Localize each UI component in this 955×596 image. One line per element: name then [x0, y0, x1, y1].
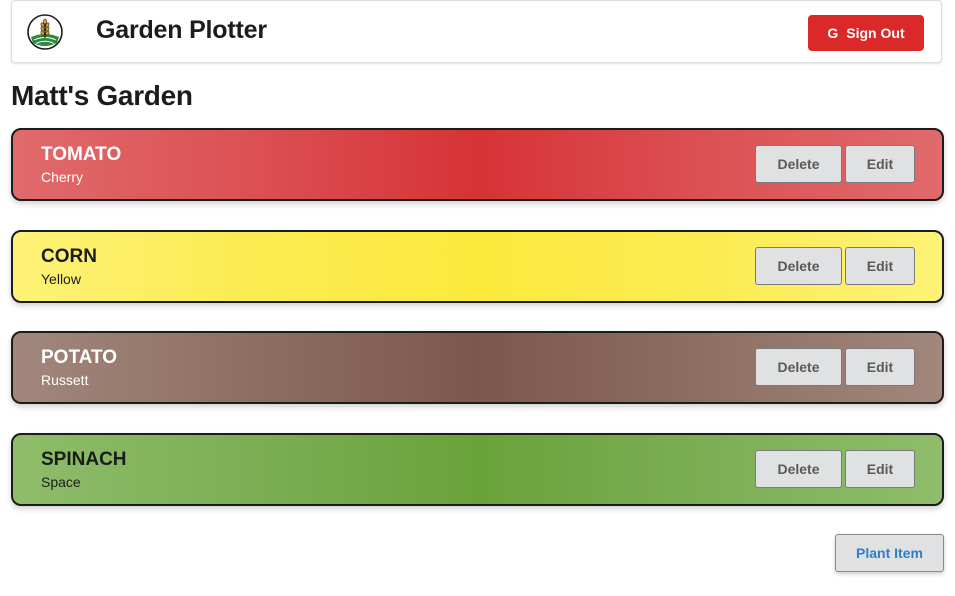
plant-variety: Space — [41, 474, 81, 490]
edit-button[interactable]: Edit — [845, 145, 915, 183]
delete-button[interactable]: Delete — [755, 348, 842, 386]
plant-card-corn: CORN Yellow Delete Edit — [11, 230, 944, 303]
delete-button[interactable]: Delete — [755, 450, 842, 488]
edit-button[interactable]: Edit — [845, 348, 915, 386]
plant-card-spinach: SPINACH Space Delete Edit — [11, 433, 944, 506]
plant-name: POTATO — [41, 347, 117, 368]
google-icon: G — [827, 25, 839, 41]
plant-item-button[interactable]: Plant Item — [835, 534, 944, 572]
delete-button[interactable]: Delete — [755, 247, 842, 285]
plant-card-tomato: TOMATO Cherry Delete Edit — [11, 128, 944, 201]
plant-card-potato: POTATO Russett Delete Edit — [11, 331, 944, 404]
edit-button[interactable]: Edit — [845, 450, 915, 488]
plant-variety: Cherry — [41, 169, 84, 185]
plant-variety: Yellow — [41, 271, 81, 287]
delete-button[interactable]: Delete — [755, 145, 842, 183]
plant-name: SPINACH — [41, 449, 127, 470]
top-menu-bar: Garden Plotter G Sign Out — [11, 0, 942, 63]
plant-variety: Russett — [41, 372, 89, 388]
plant-name: TOMATO — [41, 144, 122, 165]
wheat-field-logo-icon — [27, 14, 63, 50]
app-title: Garden Plotter — [96, 16, 267, 44]
edit-button[interactable]: Edit — [845, 247, 915, 285]
plant-name: CORN — [41, 246, 97, 267]
page-title: Matt's Garden — [11, 80, 193, 111]
sign-out-button[interactable]: G Sign Out — [808, 15, 924, 51]
sign-out-label: Sign Out — [846, 25, 905, 41]
